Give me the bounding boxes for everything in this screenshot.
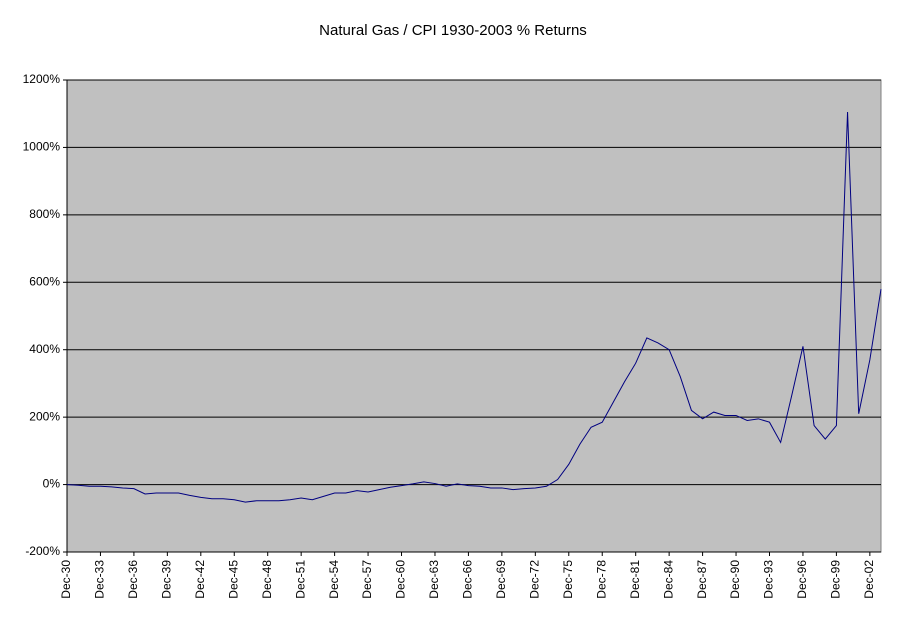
x-tick-label: Dec-75 <box>561 560 575 599</box>
data-line <box>66 112 882 503</box>
x-tick-label: Dec-63 <box>427 560 441 599</box>
x-tick-label: Dec-39 <box>160 560 174 599</box>
y-tick-label: -200% <box>25 544 60 558</box>
y-tick-label: 200% <box>29 409 60 423</box>
x-tick-label: Dec-51 <box>293 560 307 599</box>
x-tick-label: Dec-78 <box>594 560 608 599</box>
chart-title: Natural Gas / CPI 1930-2003 % Returns <box>319 22 587 39</box>
y-tick-label: 0% <box>43 477 61 491</box>
x-tick-label: Dec-96 <box>795 560 809 599</box>
x-tick-label: Dec-84 <box>661 560 675 599</box>
x-tick-label: Dec-87 <box>695 560 709 599</box>
y-tick-label: 800% <box>29 207 60 221</box>
x-tick-label: Dec-90 <box>728 560 742 599</box>
y-tick-label: 1000% <box>23 140 61 154</box>
x-tick-label: Dec-30 <box>59 560 73 599</box>
x-tick-label: Dec-02 <box>862 560 876 599</box>
x-tick-label: Dec-36 <box>126 560 140 599</box>
y-tick-label: 600% <box>29 274 60 288</box>
x-tick-label: Dec-93 <box>762 560 776 599</box>
x-tick-label: Dec-45 <box>226 560 240 599</box>
x-tick-label: Dec-57 <box>360 560 374 599</box>
x-tick-label: Dec-99 <box>829 560 843 599</box>
x-tick-label: Dec-66 <box>461 560 475 599</box>
y-tick-label: 1200% <box>23 72 61 86</box>
x-tick-label: Dec-69 <box>494 560 508 599</box>
x-tick-label: Dec-42 <box>193 560 207 599</box>
x-tick-label: Dec-81 <box>628 560 642 599</box>
x-tick-label: Dec-54 <box>327 560 341 599</box>
x-tick-label: Dec-72 <box>528 560 542 599</box>
y-tick-label: 400% <box>29 342 60 356</box>
x-tick-label: Dec-60 <box>394 560 408 599</box>
x-tick-label: Dec-48 <box>260 560 274 599</box>
x-tick-label: Dec-33 <box>93 560 107 599</box>
plot-area <box>66 79 882 553</box>
